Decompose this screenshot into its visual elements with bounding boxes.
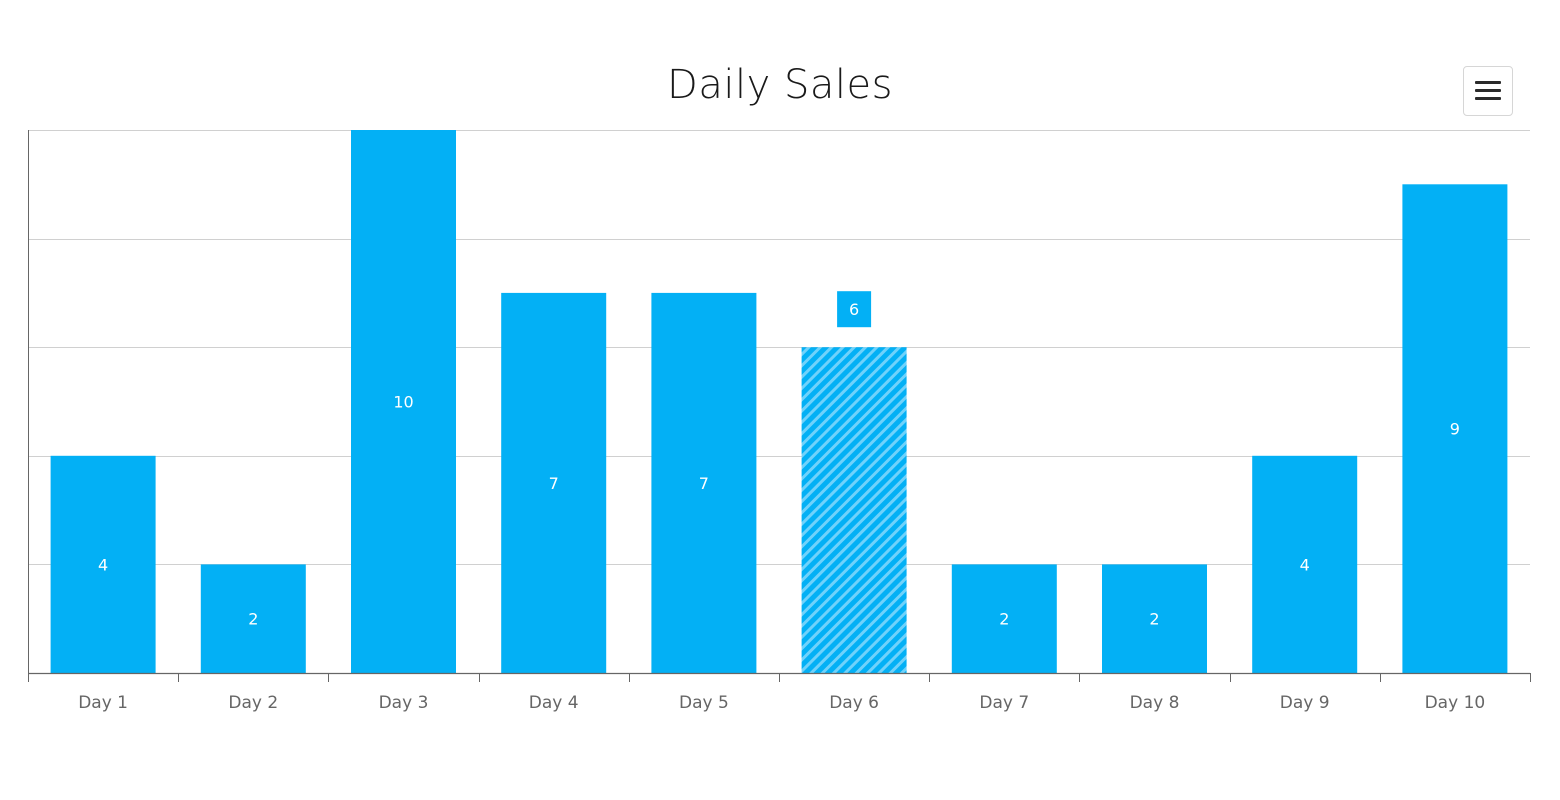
data-label: 10 — [393, 393, 413, 412]
bar — [351, 130, 456, 673]
bar — [1102, 564, 1207, 673]
data-label: 4 — [1300, 555, 1310, 574]
x-tick-label: Day 5 — [679, 693, 729, 713]
data-label: 6 — [849, 300, 859, 319]
x-tick-label: Day 7 — [979, 693, 1029, 713]
x-tick-label: Day 2 — [228, 693, 278, 713]
data-label: 2 — [999, 610, 1009, 629]
bar — [501, 292, 607, 673]
data-label-box — [837, 291, 872, 328]
data-label: 7 — [699, 474, 709, 493]
data-label: 2 — [248, 610, 258, 629]
bar — [50, 455, 156, 673]
x-tick-label: Day 8 — [1130, 693, 1180, 713]
hamburger-icon — [1475, 81, 1501, 101]
bar — [801, 347, 907, 673]
data-label: 7 — [549, 474, 559, 493]
bar — [1252, 455, 1358, 673]
x-tick-label: Day 1 — [78, 693, 128, 713]
x-tick-label: Day 6 — [829, 693, 879, 713]
data-label: 2 — [1149, 610, 1159, 629]
chart-menu-button[interactable] — [1463, 66, 1513, 116]
data-label: 9 — [1450, 420, 1460, 439]
x-tick-label: Day 9 — [1280, 693, 1330, 713]
data-label: 4 — [98, 555, 108, 574]
bar — [200, 564, 306, 673]
x-tick-label: Day 4 — [529, 693, 579, 713]
x-tick-label: Day 3 — [379, 693, 429, 713]
x-tick-label: Day 10 — [1425, 693, 1486, 713]
bar — [951, 564, 1057, 673]
bar — [1402, 184, 1508, 674]
chart-title: Daily Sales — [667, 62, 893, 108]
bar — [651, 292, 757, 673]
